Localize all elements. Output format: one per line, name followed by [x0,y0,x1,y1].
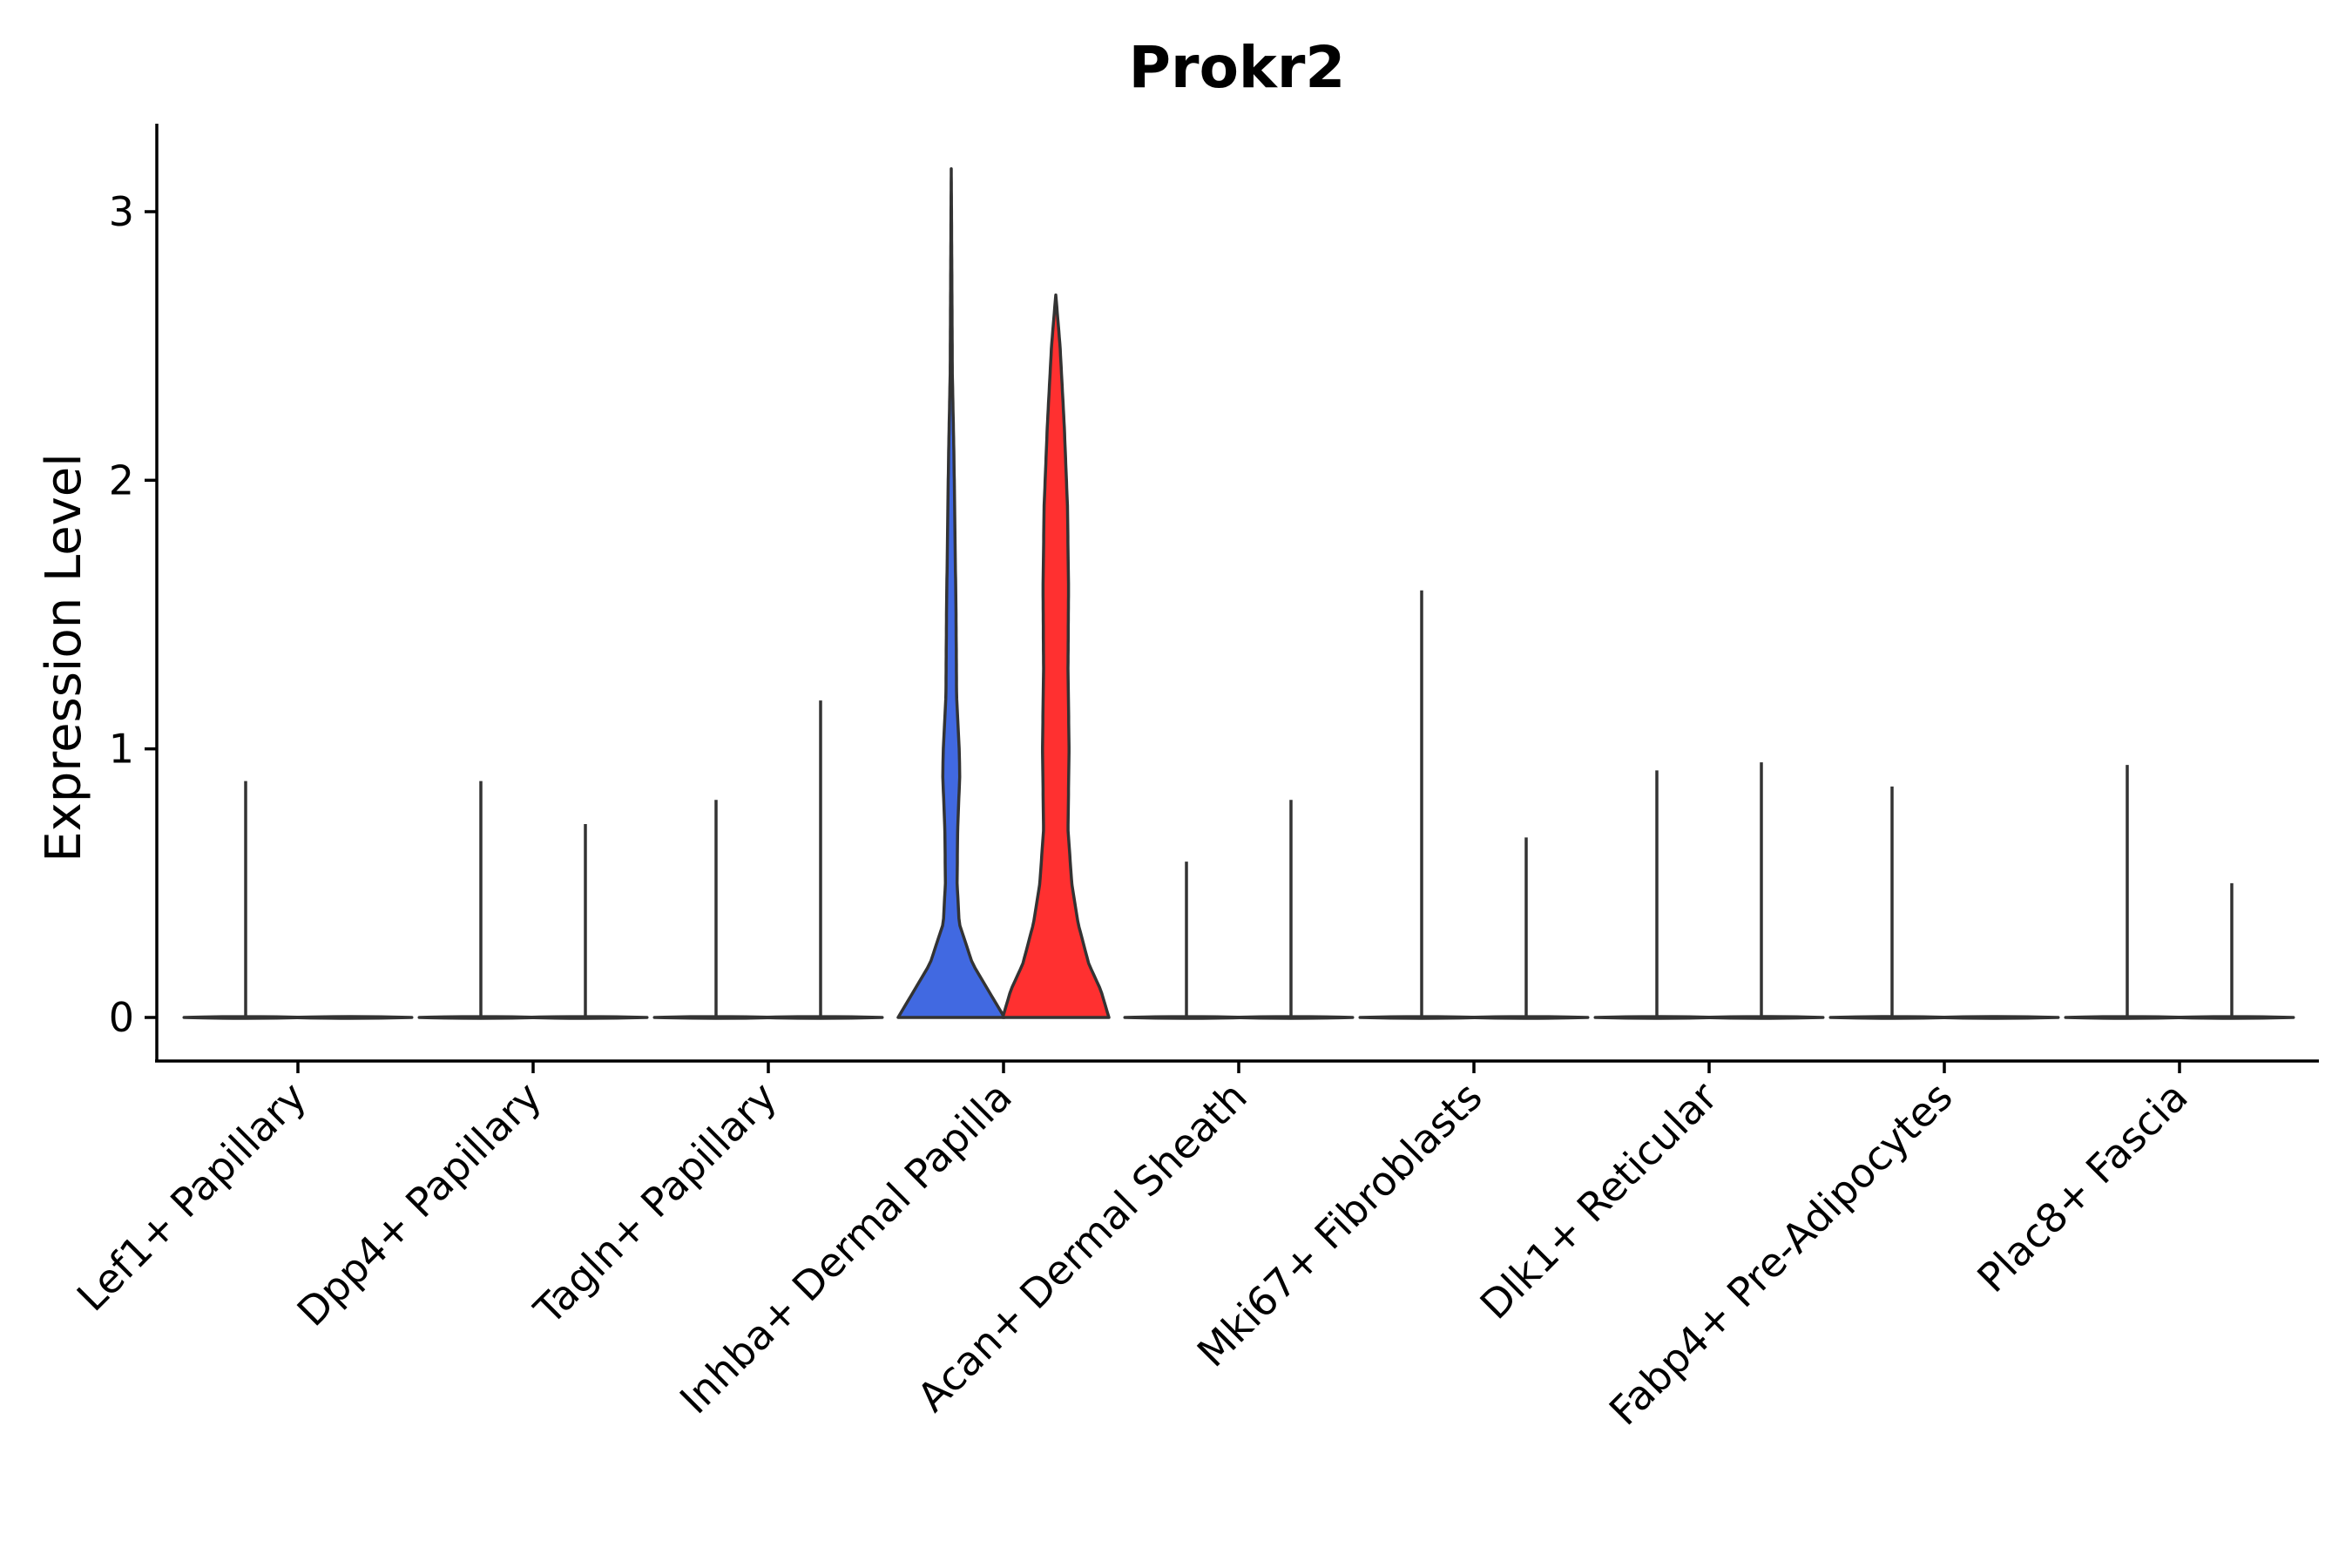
x-tick-label-8: Plac8+ Fascia [1968,1073,2196,1301]
violin-s0-1 [417,781,544,1020]
violin-s0-3 [896,166,1006,1019]
y-ticks: 0 1 2 3 [109,188,157,1041]
y-tick-label-1: 1 [109,726,134,773]
violin-s1-7 [1933,1015,2060,1020]
violin-s0-4 [1123,862,1250,1020]
y-tick-label-2: 2 [109,456,134,504]
violins-layer [182,166,2295,1020]
violin-s0-5 [1358,590,1485,1020]
violin-s1-2 [757,700,884,1020]
x-tick-label-1: Dpp4+ Papillary [288,1073,551,1335]
y-tick-label-0: 0 [109,994,134,1041]
x-tick-label-0: Lef1+ Papillary [68,1073,315,1321]
violin-s1-5 [1463,837,1590,1020]
violin-s0-6 [1593,770,1720,1020]
violin-s1-4 [1227,800,1355,1020]
violin-s1-0 [287,1015,414,1020]
violin-s0-8 [2064,765,2191,1020]
violin-s0-7 [1828,786,1956,1020]
violin-s1-8 [2168,882,2295,1020]
violin-s0-2 [652,800,780,1020]
x-tick-label-2: Tagln+ Papillary [524,1073,786,1335]
chart-title: Prokr2 [1129,34,1346,101]
violin-s1-1 [522,824,649,1020]
y-axis-label: Expression Level [36,453,92,862]
violin-s0-0 [182,781,309,1020]
x-tick-label-6: Dlk1+ Reticular [1471,1073,1727,1328]
violin-s1-6 [1698,762,1825,1020]
y-tick-label-3: 3 [109,188,134,235]
violin-s1-3 [1001,293,1111,1019]
